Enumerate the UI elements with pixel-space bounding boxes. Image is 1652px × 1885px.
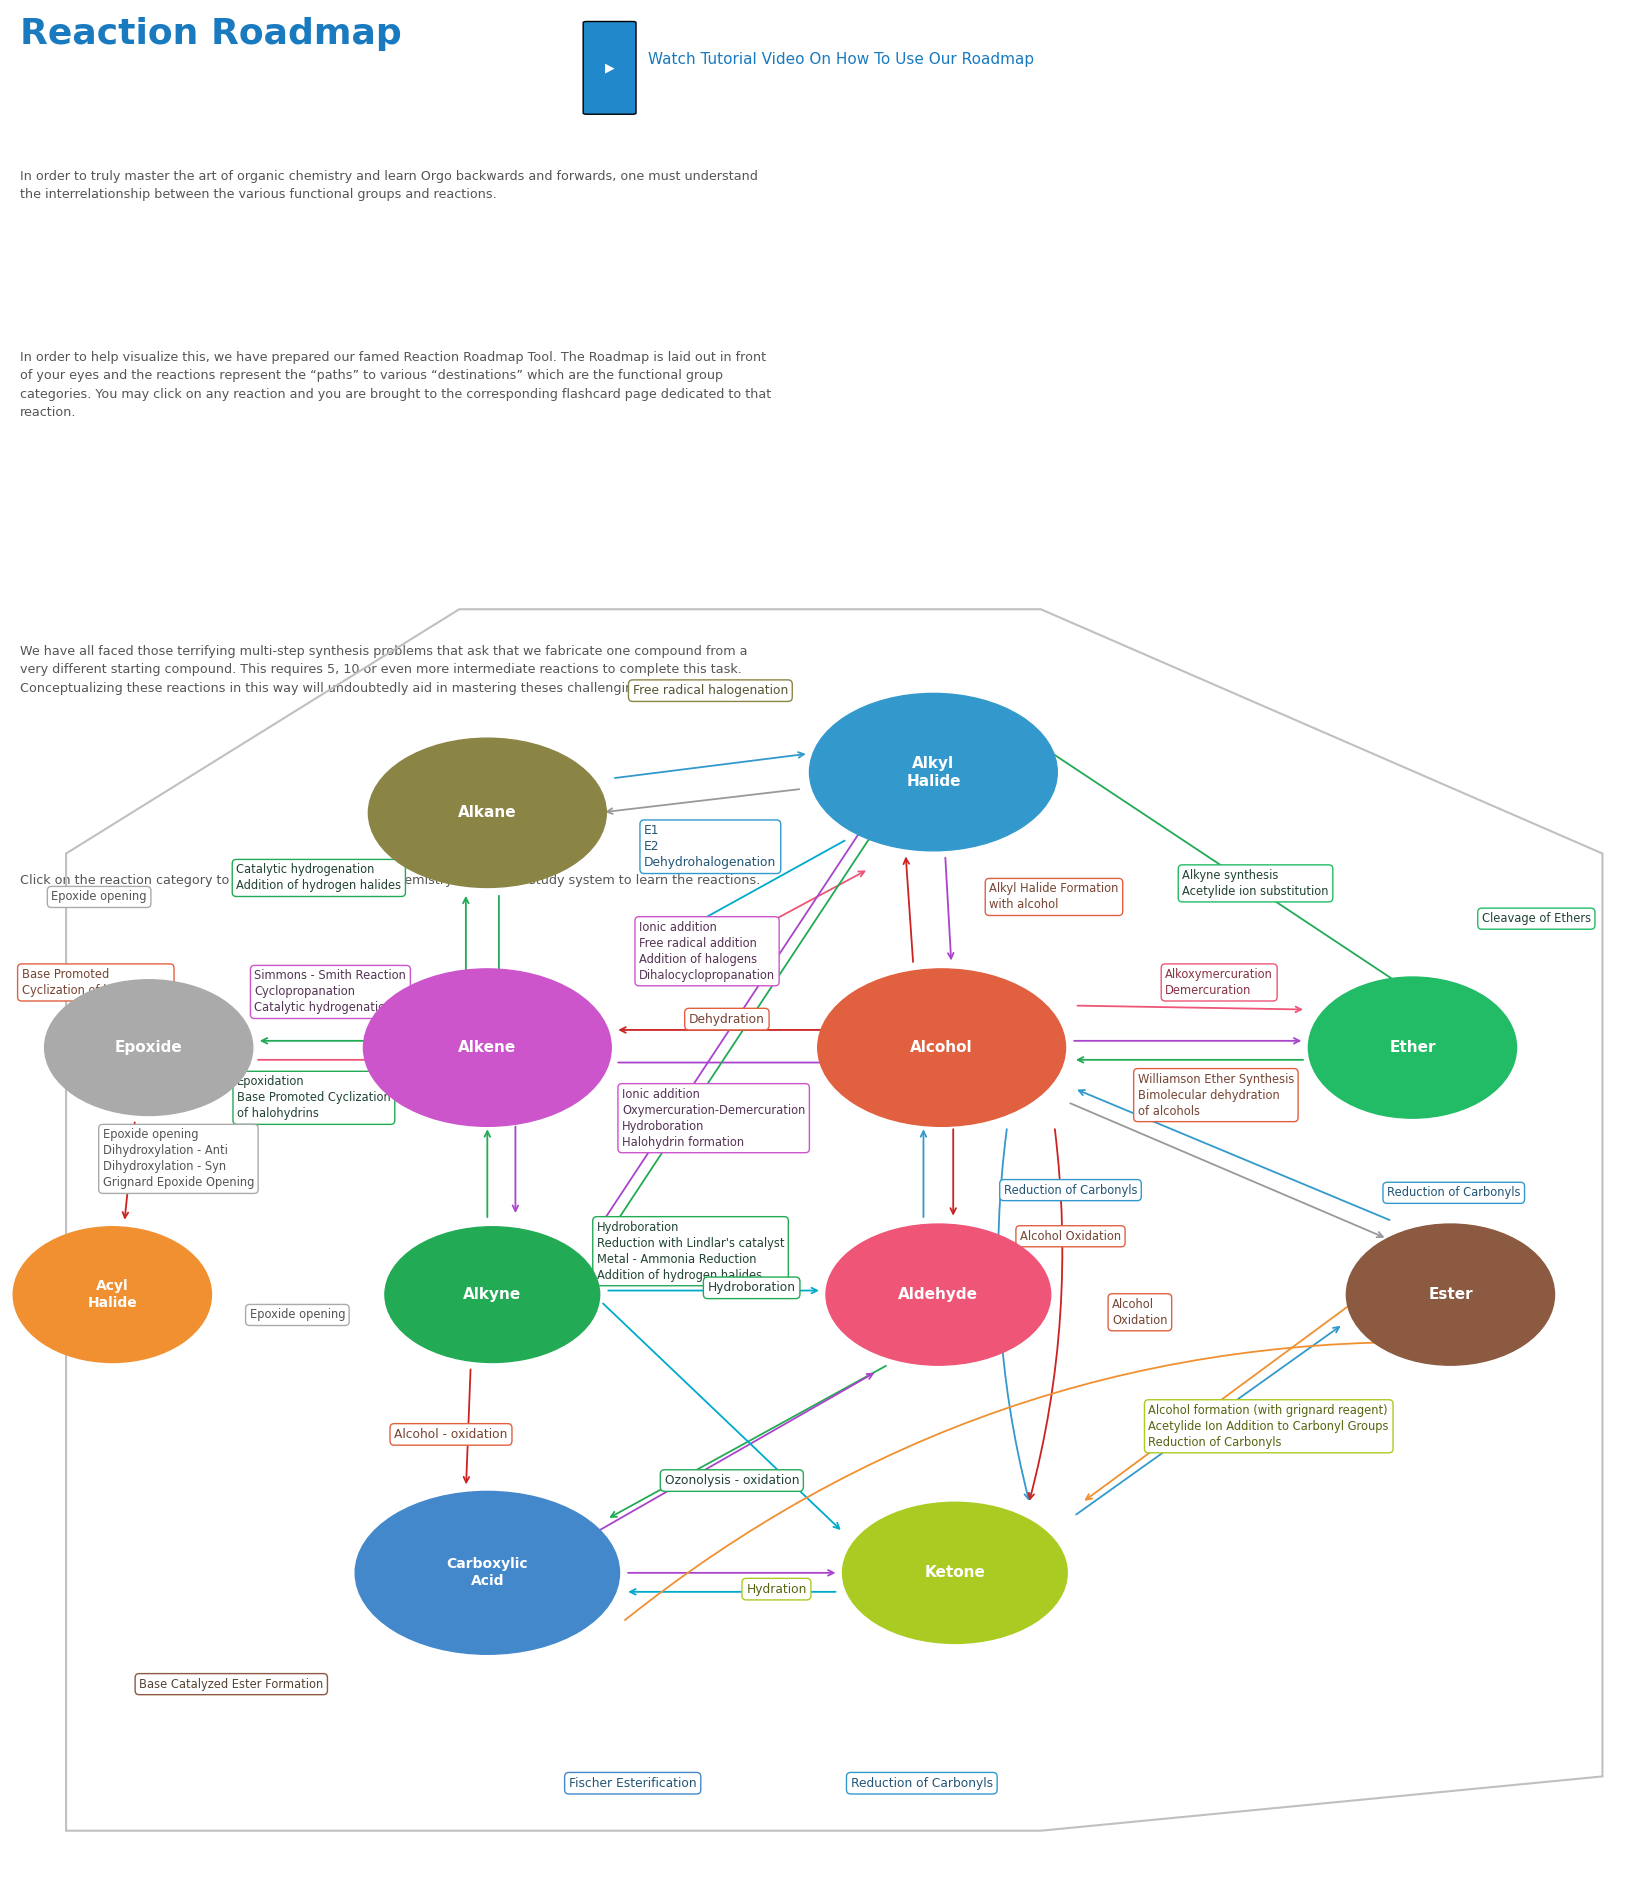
Text: Williamson Ether Synthesis
Bimolecular dehydration
of alcohols: Williamson Ether Synthesis Bimolecular d… — [1138, 1073, 1294, 1118]
Text: In order to help visualize this, we have prepared our famed Reaction Roadmap Too: In order to help visualize this, we have… — [20, 351, 771, 418]
Text: Acyl
Halide: Acyl Halide — [88, 1280, 137, 1310]
Text: Epoxide opening: Epoxide opening — [249, 1308, 345, 1321]
Text: Reduction of Carbonyls: Reduction of Carbonyls — [1004, 1184, 1137, 1197]
Text: Base Promoted
Cyclization of halohydrins: Base Promoted Cyclization of halohydrins — [21, 969, 170, 997]
Text: ▶: ▶ — [605, 62, 615, 74]
Text: Hydration: Hydration — [747, 1583, 806, 1595]
Ellipse shape — [843, 1502, 1067, 1644]
Text: E1
E2
Dehydrohalogenation: E1 E2 Dehydrohalogenation — [644, 824, 776, 869]
Text: Alkoxymercuration
Demercuration: Alkoxymercuration Demercuration — [1165, 969, 1274, 997]
Text: Dehydration: Dehydration — [689, 1012, 765, 1025]
Text: Alcohol - oxidation: Alcohol - oxidation — [395, 1429, 507, 1440]
Text: Ether: Ether — [1389, 1041, 1436, 1056]
Text: Alkyl Halide Formation
with alcohol: Alkyl Halide Formation with alcohol — [990, 882, 1118, 912]
Text: Fischer Esterification: Fischer Esterification — [568, 1778, 697, 1789]
Text: Catalytic hydrogenation
Addition of hydrogen halides: Catalytic hydrogenation Addition of hydr… — [236, 863, 401, 892]
Text: Epoxidation
Base Promoted Cyclization
of halohydrins: Epoxidation Base Promoted Cyclization of… — [236, 1074, 392, 1120]
FancyBboxPatch shape — [583, 21, 636, 115]
Text: Alcohol formation (with grignard reagent)
Acetylide Ion Addition to Carbonyl Gro: Alcohol formation (with grignard reagent… — [1148, 1404, 1389, 1450]
Text: We have all faced those terrifying multi-step synthesis problems that ask that w: We have all faced those terrifying multi… — [20, 645, 747, 696]
Ellipse shape — [363, 969, 611, 1127]
Text: Base Catalyzed Ester Formation: Base Catalyzed Ester Formation — [139, 1678, 324, 1691]
Text: Ester: Ester — [1427, 1287, 1474, 1303]
Text: Ozonolysis - reduction: Ozonolysis - reduction — [862, 1583, 998, 1595]
Ellipse shape — [385, 1227, 600, 1363]
Ellipse shape — [818, 969, 1066, 1127]
Text: In order to truly master the art of organic chemistry and learn Orgo backwards a: In order to truly master the art of orga… — [20, 170, 758, 202]
Text: Alkane: Alkane — [458, 805, 517, 820]
Text: Alkyne synthesis
Acetylide ion substitution: Alkyne synthesis Acetylide ion substitut… — [1183, 869, 1328, 897]
Ellipse shape — [368, 739, 606, 888]
Text: Hydroboration
Reduction with Lindlar's catalyst
Metal - Ammonia Reduction
Additi: Hydroboration Reduction with Lindlar's c… — [596, 1221, 785, 1282]
Text: Aldehyde: Aldehyde — [899, 1287, 978, 1303]
Ellipse shape — [826, 1223, 1051, 1365]
Ellipse shape — [45, 980, 253, 1116]
Text: Alcohol: Alcohol — [910, 1041, 973, 1056]
Text: Reaction Roadmap: Reaction Roadmap — [20, 17, 401, 51]
Ellipse shape — [13, 1227, 211, 1363]
Text: Hydroboration: Hydroboration — [707, 1282, 796, 1295]
Text: Epoxide opening
Dihydroxylation - Anti
Dihydroxylation - Syn
Grignard Epoxide Op: Epoxide opening Dihydroxylation - Anti D… — [102, 1129, 254, 1189]
Text: Free radical halogenation: Free radical halogenation — [633, 684, 788, 697]
Text: Alkyne: Alkyne — [463, 1287, 522, 1303]
Text: Reduction of Carbonyls: Reduction of Carbonyls — [851, 1778, 993, 1789]
Text: Ionic addition
Oxymercuration-Demercuration
Hydroboration
Halohydrin formation: Ionic addition Oxymercuration-Demercurat… — [621, 1088, 806, 1148]
Text: Reduction of Carbonyls: Reduction of Carbonyls — [1388, 1186, 1520, 1199]
Text: Simmons - Smith Reaction
Cyclopropanation
Catalytic hydrogenation: Simmons - Smith Reaction Cyclopropanatio… — [254, 969, 406, 1014]
Text: Alkyl
Halide: Alkyl Halide — [907, 756, 960, 788]
Ellipse shape — [1346, 1223, 1555, 1365]
Text: Epoxide: Epoxide — [114, 1041, 183, 1056]
Text: Carboxylic
Acid: Carboxylic Acid — [446, 1557, 529, 1589]
Text: Epoxide opening: Epoxide opening — [51, 890, 147, 903]
Text: Cleavage of Ethers: Cleavage of Ethers — [1482, 912, 1591, 926]
Text: Alcohol
Oxidation: Alcohol Oxidation — [1112, 1297, 1168, 1327]
Text: Ketone: Ketone — [925, 1565, 985, 1580]
Ellipse shape — [355, 1491, 620, 1655]
Text: Ozonolysis - oxidation: Ozonolysis - oxidation — [664, 1474, 800, 1487]
Text: Alkene: Alkene — [458, 1041, 517, 1056]
Text: Alcohol Oxidation: Alcohol Oxidation — [1019, 1229, 1122, 1242]
Ellipse shape — [1308, 976, 1517, 1118]
Ellipse shape — [809, 694, 1057, 850]
Text: Ionic addition
Free radical addition
Addition of halogens
Dihalocyclopropanation: Ionic addition Free radical addition Add… — [639, 920, 775, 982]
Text: Click on the reaction category to use our Proven Organic Chemistry Flashcards st: Click on the reaction category to use ou… — [20, 875, 760, 886]
Text: Watch Tutorial Video On How To Use Our Roadmap: Watch Tutorial Video On How To Use Our R… — [648, 53, 1034, 66]
